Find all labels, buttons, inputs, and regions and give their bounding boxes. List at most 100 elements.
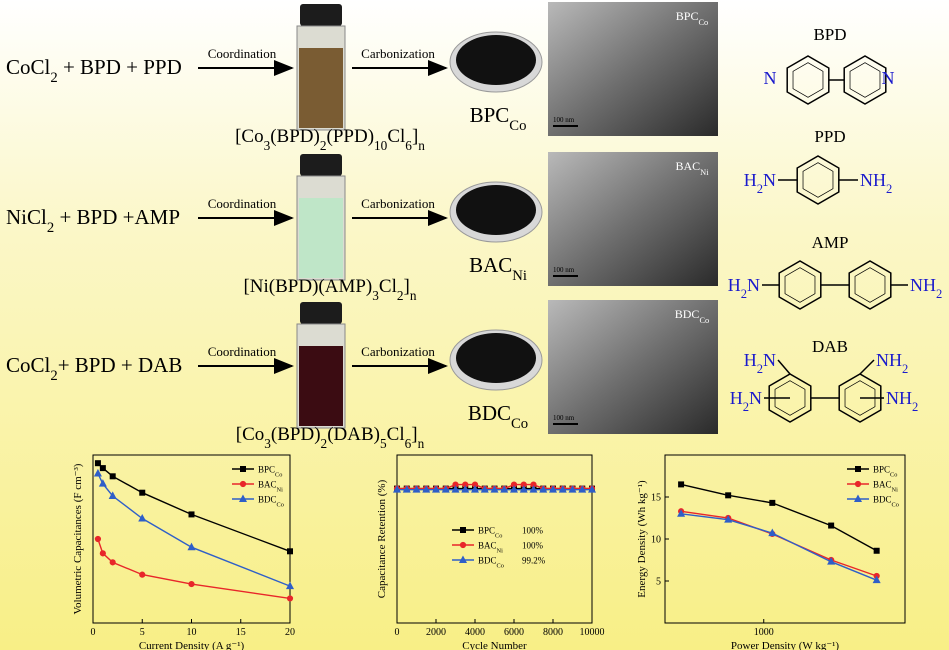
text-part: BPC bbox=[258, 465, 275, 475]
text-part: H bbox=[744, 170, 757, 190]
ring bbox=[778, 260, 822, 310]
marker bbox=[451, 485, 460, 493]
tem-image bbox=[548, 2, 718, 136]
text-part: 2 bbox=[902, 362, 908, 376]
step-label: Carbonization bbox=[361, 344, 435, 359]
reactants: CoCl2 + BPD + PPD bbox=[6, 55, 182, 86]
marker bbox=[677, 509, 686, 517]
text-part: Ni bbox=[892, 486, 899, 493]
text-part: + BPD + PPD bbox=[58, 55, 182, 79]
text-part: 2 bbox=[320, 138, 327, 153]
x-tick-label: 15 bbox=[236, 627, 246, 638]
marker bbox=[558, 485, 567, 493]
marker bbox=[873, 547, 880, 554]
text-part: N bbox=[763, 350, 776, 370]
text-part: BAC bbox=[258, 480, 277, 490]
vial-liquid bbox=[299, 346, 343, 426]
atom-label: NH2 bbox=[910, 275, 942, 301]
bond bbox=[777, 359, 791, 375]
text-part: BDC bbox=[478, 556, 497, 566]
text-part: Ni bbox=[497, 547, 504, 554]
text-part: 3 bbox=[372, 288, 379, 303]
marker bbox=[548, 485, 558, 493]
text-part: 2 bbox=[50, 368, 57, 384]
x-tick-label: 6000 bbox=[504, 627, 524, 638]
ring-inner bbox=[802, 162, 834, 198]
marker bbox=[412, 485, 421, 493]
text-part: 2 bbox=[757, 182, 763, 196]
marker bbox=[855, 466, 861, 472]
text-part: BPC bbox=[676, 9, 699, 23]
powder bbox=[456, 185, 536, 235]
marker bbox=[460, 527, 466, 533]
plot-frame bbox=[396, 454, 593, 624]
text-part: [Co bbox=[235, 126, 264, 147]
text-part: 2 bbox=[886, 182, 892, 196]
text-part: BAC bbox=[478, 541, 497, 551]
tem-label: BACNi bbox=[675, 159, 709, 177]
marker bbox=[480, 485, 489, 493]
text-part: 2 bbox=[397, 288, 404, 303]
x-tick-label: 0 bbox=[91, 627, 96, 638]
vial-liquid bbox=[299, 198, 343, 278]
text-part: (BPD) bbox=[270, 126, 320, 147]
text-part: n bbox=[418, 138, 425, 153]
text-part: 2 bbox=[936, 287, 942, 301]
marker bbox=[422, 485, 431, 493]
marker bbox=[139, 489, 146, 496]
marker bbox=[240, 466, 246, 472]
marker bbox=[587, 485, 597, 493]
text-part: Co bbox=[275, 471, 282, 478]
text-part: Co bbox=[699, 316, 709, 325]
marker bbox=[287, 548, 293, 555]
text-part: Cl bbox=[379, 276, 397, 297]
text-part: N bbox=[882, 68, 895, 88]
text-part: 6 bbox=[405, 138, 412, 153]
text-part: 2 bbox=[50, 70, 57, 86]
y-axis-label: Energy Density (Wh kg⁻¹) bbox=[636, 480, 648, 598]
marker bbox=[99, 465, 106, 472]
text-part: H bbox=[728, 275, 741, 295]
text-part: BDC bbox=[468, 401, 511, 425]
marker bbox=[402, 485, 411, 493]
step-label: Coordination bbox=[208, 344, 277, 359]
legend-value: 100% bbox=[522, 526, 544, 536]
text-part: Ni bbox=[277, 486, 284, 493]
text-part: NH bbox=[876, 350, 902, 370]
marker bbox=[238, 494, 248, 502]
text-part: Co bbox=[890, 471, 897, 478]
marker bbox=[500, 485, 509, 493]
legend-label: BDCCo bbox=[478, 556, 504, 570]
step-label: Coordination bbox=[208, 196, 277, 211]
structure-name: PPD bbox=[814, 127, 845, 146]
legend-label: BDCCo bbox=[873, 495, 899, 509]
marker bbox=[470, 485, 480, 493]
marker bbox=[854, 480, 862, 488]
text-part: 3 bbox=[264, 138, 271, 153]
text-part: Co bbox=[892, 501, 899, 508]
text-part: CoCl bbox=[6, 353, 51, 377]
step-label: Carbonization bbox=[361, 196, 435, 211]
text-part: (BPD) bbox=[271, 424, 321, 445]
text-part: ] bbox=[411, 424, 417, 445]
x-tick-label: 2000 bbox=[426, 627, 446, 638]
y-axis-label: Volumetric Capacitances (F cm⁻³) bbox=[72, 463, 84, 614]
text-part: N bbox=[763, 170, 776, 190]
text-part: 2 bbox=[741, 287, 747, 301]
step-label: Carbonization bbox=[361, 46, 435, 61]
text-part: Ni bbox=[700, 168, 709, 177]
marker bbox=[725, 492, 732, 499]
x-tick-label: 20 bbox=[285, 627, 295, 638]
ring bbox=[848, 260, 892, 310]
marker bbox=[768, 528, 777, 537]
vial-cap bbox=[300, 302, 342, 324]
text-part: (PPD) bbox=[327, 126, 375, 147]
marker bbox=[285, 581, 295, 590]
vial-liquid bbox=[299, 48, 343, 128]
ring-inner bbox=[844, 380, 876, 416]
text-part: N bbox=[747, 275, 760, 295]
y-tick-label: 15 bbox=[651, 493, 661, 504]
structure-name: AMP bbox=[812, 233, 849, 252]
marker bbox=[828, 522, 835, 529]
product-label: BPCCo bbox=[470, 103, 527, 134]
